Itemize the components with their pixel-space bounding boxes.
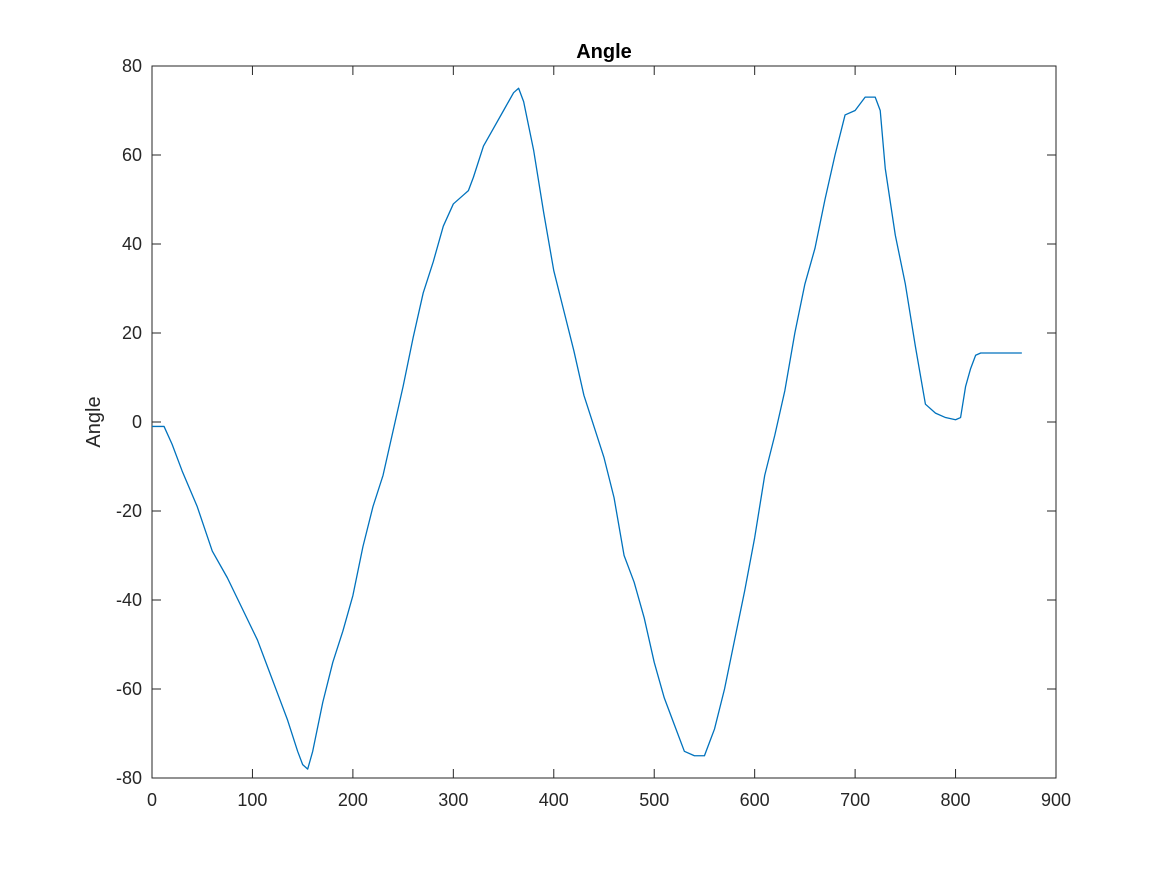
x-tick-labels: 0 100 200 300 400 500 600 700 800 900 (147, 790, 1071, 810)
x-tick-label: 900 (1041, 790, 1071, 810)
x-tick-label: 200 (338, 790, 368, 810)
chart-title: Angle (576, 41, 632, 63)
y-tick-label: 40 (122, 234, 142, 254)
angle-series-line (152, 87, 1022, 770)
x-tick-label: 400 (539, 790, 569, 810)
x-tick-label: 700 (840, 790, 870, 810)
x-tick-label: 0 (147, 790, 157, 810)
y-tick-label: 60 (122, 145, 142, 165)
y-tick-label: 80 (122, 56, 142, 76)
x-tick-label: 600 (740, 790, 770, 810)
x-tick-label: 500 (639, 790, 669, 810)
y-tick-label: -40 (116, 590, 142, 610)
y-tick-labels: -80 -60 -40 -20 0 20 40 60 80 (116, 56, 142, 788)
y-tick-label: -20 (116, 501, 142, 521)
x-tick-label: 100 (237, 790, 267, 810)
y-tick-label: -60 (116, 679, 142, 699)
y-axis-label: Angle (83, 396, 105, 447)
y-tick-label: 20 (122, 323, 142, 343)
x-tick-label: 300 (438, 790, 468, 810)
plot-area (151, 65, 1057, 779)
axis-ticks (151, 65, 1057, 779)
x-tick-label: 800 (941, 790, 971, 810)
y-tick-label: -80 (116, 768, 142, 788)
y-tick-label: 0 (132, 412, 142, 432)
